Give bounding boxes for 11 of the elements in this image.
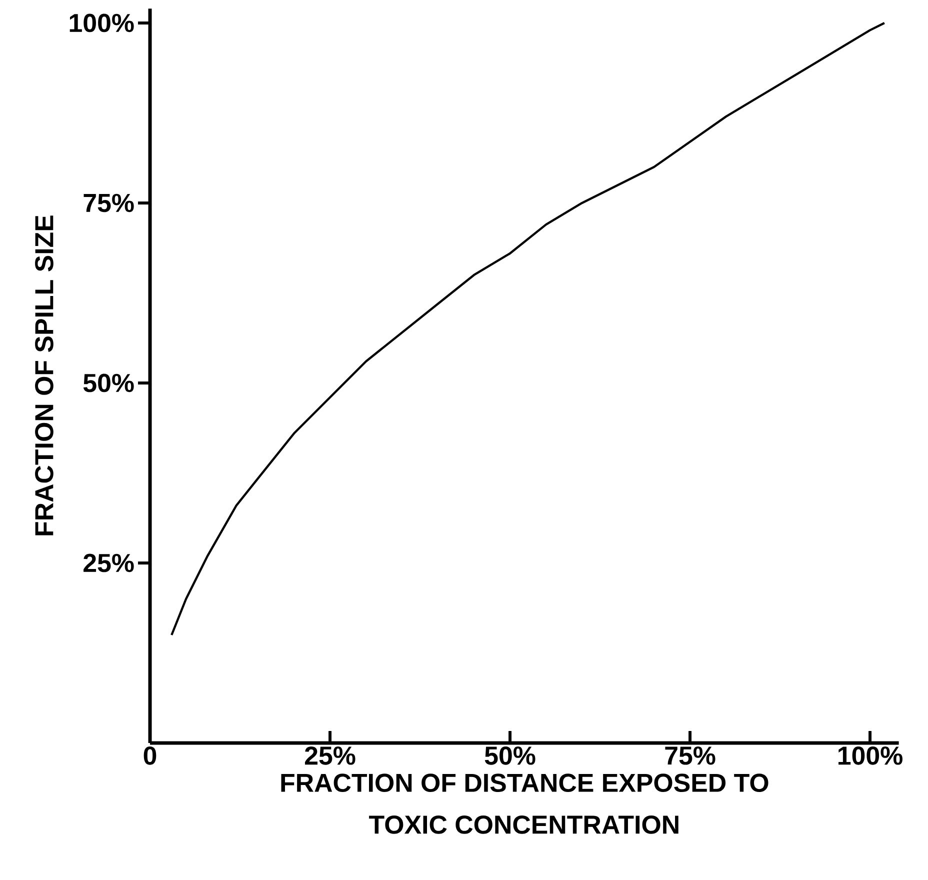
x-axis-title: FRACTION OF DISTANCE EXPOSED TO TOXIC CONCENTRATION bbox=[281, 774, 768, 834]
y-tick-label: 100% bbox=[70, 14, 134, 32]
x-tick-label: 0 bbox=[144, 746, 156, 765]
y-tick-label: 25% bbox=[84, 554, 134, 572]
x-tick-label: 100% bbox=[838, 746, 902, 765]
x-tick-label: 75% bbox=[665, 746, 716, 765]
y-tick-label: 50% bbox=[83, 374, 134, 392]
x-tick-label: 50% bbox=[484, 746, 536, 765]
y-axis-title: FRACTION OF SPILL SIZE bbox=[35, 216, 54, 536]
x-tick-label: 25% bbox=[304, 746, 356, 765]
y-tick-label: 75% bbox=[84, 194, 134, 212]
